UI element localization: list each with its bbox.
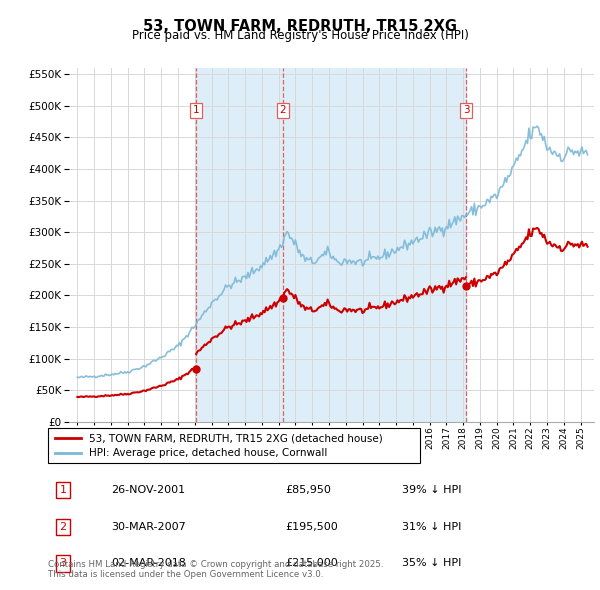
Text: £215,000: £215,000 bbox=[285, 559, 338, 568]
Text: Price paid vs. HM Land Registry's House Price Index (HPI): Price paid vs. HM Land Registry's House … bbox=[131, 30, 469, 42]
Text: 2: 2 bbox=[59, 522, 67, 532]
Text: 35% ↓ HPI: 35% ↓ HPI bbox=[402, 559, 461, 568]
Text: £195,500: £195,500 bbox=[285, 522, 338, 532]
Text: Contains HM Land Registry data © Crown copyright and database right 2025.
This d: Contains HM Land Registry data © Crown c… bbox=[48, 560, 383, 579]
Text: £85,950: £85,950 bbox=[285, 486, 331, 495]
FancyBboxPatch shape bbox=[48, 428, 420, 463]
Text: 3: 3 bbox=[463, 106, 469, 115]
Text: 02-MAR-2018: 02-MAR-2018 bbox=[111, 559, 186, 568]
Text: 3: 3 bbox=[59, 559, 67, 568]
Bar bbox=[283, 68, 466, 422]
Text: 53, TOWN FARM, REDRUTH, TR15 2XG (detached house): 53, TOWN FARM, REDRUTH, TR15 2XG (detach… bbox=[89, 434, 383, 443]
Text: HPI: Average price, detached house, Cornwall: HPI: Average price, detached house, Corn… bbox=[89, 448, 327, 458]
Text: 53, TOWN FARM, REDRUTH, TR15 2XG: 53, TOWN FARM, REDRUTH, TR15 2XG bbox=[143, 19, 457, 34]
Text: 31% ↓ HPI: 31% ↓ HPI bbox=[402, 522, 461, 532]
Text: 2: 2 bbox=[280, 106, 286, 115]
Text: 1: 1 bbox=[59, 486, 67, 495]
Text: 26-NOV-2001: 26-NOV-2001 bbox=[111, 486, 185, 495]
Text: 39% ↓ HPI: 39% ↓ HPI bbox=[402, 486, 461, 495]
Bar bbox=[196, 68, 283, 422]
Text: 1: 1 bbox=[193, 106, 199, 115]
Text: 30-MAR-2007: 30-MAR-2007 bbox=[111, 522, 186, 532]
